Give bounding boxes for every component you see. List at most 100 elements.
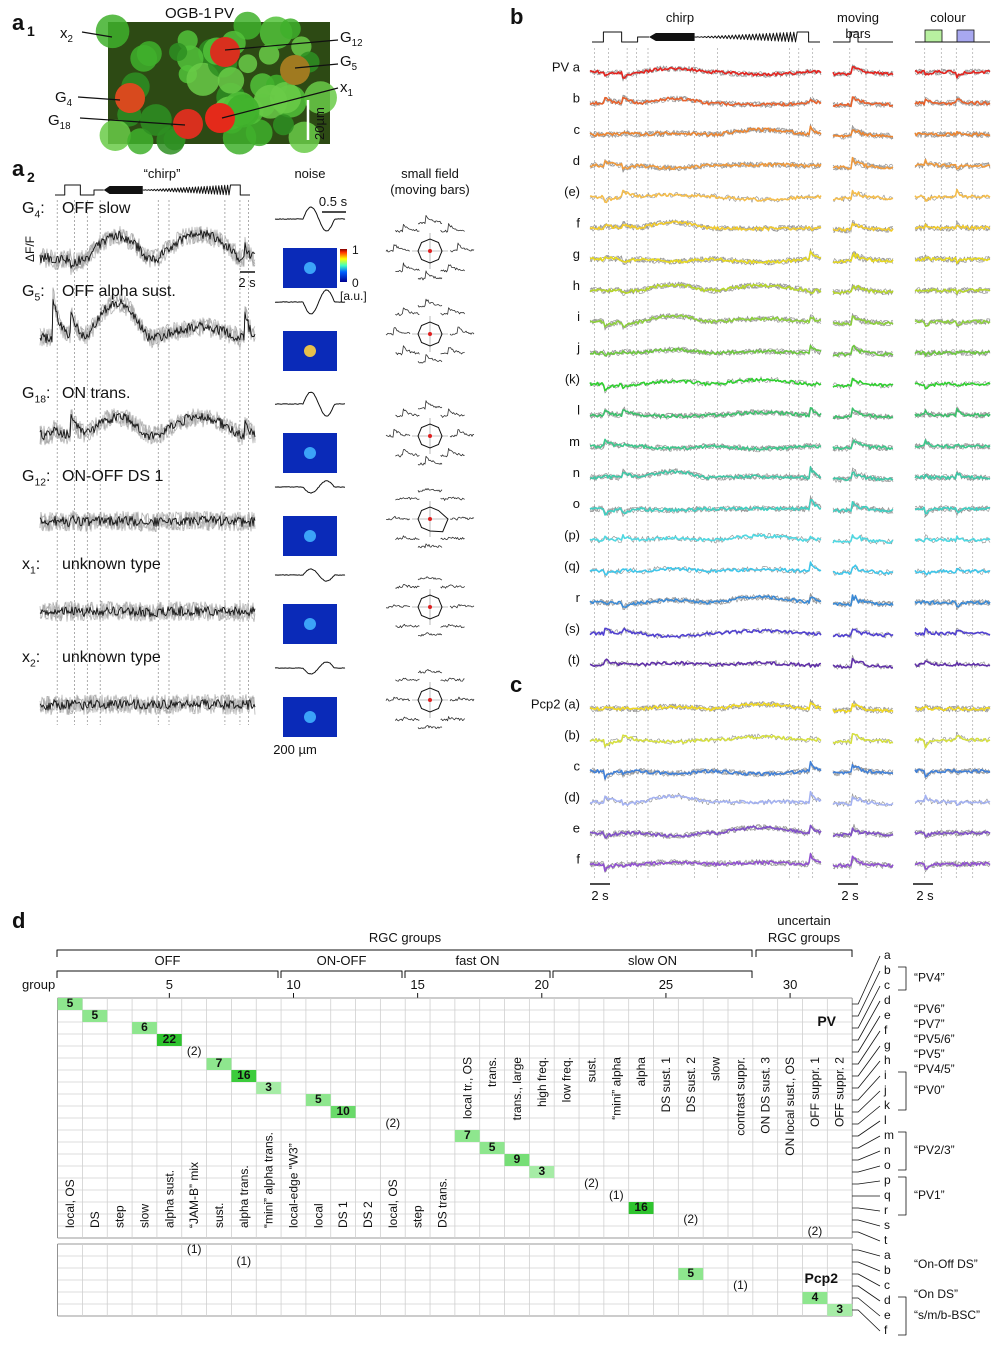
row-letter: i [884,1068,887,1082]
bracket [898,1176,907,1216]
trace-mean [832,189,894,201]
trace-mean [914,506,991,515]
row-letter: o [884,1158,891,1172]
dir-trace [440,307,465,316]
row-letter: e [884,1308,891,1322]
trace-mean [832,827,894,838]
count-label: (2) [584,1176,599,1190]
connector [852,1135,881,1149]
column-title: (moving bars) [390,182,469,197]
connector [852,1309,881,1332]
row-label: c [574,122,581,137]
cell-soma [127,128,154,155]
trace-mean [832,534,894,544]
row-label: (d) [564,789,580,804]
group-name: local-edge “W3” [286,1143,300,1228]
rf-center [304,447,316,459]
polar-plot [417,594,443,620]
kernel [274,568,346,582]
count-label: 5 [92,1008,99,1022]
group-name: slow [138,1204,152,1228]
count-label: (2) [808,1224,823,1238]
trace-mean [589,160,822,171]
kernel [274,206,346,232]
trace-mean [914,319,991,327]
trace-mean [589,283,822,295]
row-letter: b [884,1263,891,1277]
dir-trace [449,429,475,438]
group-tick: 15 [410,977,424,992]
kernel [274,480,346,494]
cell-soma [253,84,288,119]
colorbar-tick: 0 [352,276,359,290]
dir-trace [440,448,465,458]
trace-mean [589,701,822,712]
subscript: 4 [67,98,73,109]
group-name: OFF suppr. 1 [808,1057,822,1127]
rf-center [304,345,316,357]
type-annotation: “PV2/3” [914,1143,955,1157]
axis-label: group [22,977,55,992]
cell-type: ON-OFF DS 1 [62,468,163,485]
dir-trace [395,408,420,418]
subscript: 18 [60,121,71,132]
dir-trace [417,215,443,225]
category: OFF [155,953,181,968]
count-cell [827,1304,853,1316]
trace-mean [832,156,894,170]
cell-soma [288,121,320,154]
count-cell [206,1058,232,1070]
trace-mean [914,288,991,295]
count-label: 3 [538,1164,545,1178]
polar-plot [417,423,443,449]
bracket [898,1131,907,1171]
row-letter: r [884,1203,888,1217]
stimulus-chirp [103,186,143,194]
dye-label: OGB-1 [165,5,212,22]
count-cell [156,1034,182,1046]
row-label: n [573,465,580,480]
count-label: 7 [216,1056,223,1070]
dir-trace [386,515,410,521]
trace-mean [832,96,894,108]
count-label: 7 [464,1128,471,1142]
group-name: OFF suppr. 2 [833,1057,847,1127]
dir-trace [440,223,465,233]
trace-single [914,157,991,171]
count-label: (2) [683,1212,698,1226]
stim-green [924,29,943,43]
dir-trace [440,624,465,629]
row-letter: e [884,1008,891,1022]
subscript: 1 [348,88,353,99]
row-label: f [576,215,580,230]
row-label: e [573,820,580,835]
cell-soma [233,11,262,40]
trace-single [39,226,256,276]
trace-mean [832,252,894,264]
polar-plot [417,321,443,347]
group-name: trans. [485,1057,499,1087]
trace-mean [832,564,894,575]
connector [852,1207,881,1212]
trace-mean [589,561,822,576]
trace-mean [832,763,894,775]
row-letter: c [884,978,890,992]
kernel [274,391,346,417]
stimulus-title: “chirp” [144,166,181,181]
trace-mean [914,158,991,170]
row-label: PV a [552,59,581,74]
trace-single [914,380,991,390]
cell-soma [304,81,337,115]
dir-trace [395,449,420,458]
dir-trace [395,584,420,589]
dir-trace [395,623,420,629]
marker-label: PV [214,5,234,22]
connector [852,1273,881,1287]
scale-label: 2 s [916,888,934,903]
group-name: step [113,1205,127,1228]
dir-trace [449,696,475,702]
rf-center [304,711,316,723]
type-annotation: “PV6” [914,1002,945,1016]
colorbar [340,249,347,282]
row-label: (q) [564,559,580,574]
